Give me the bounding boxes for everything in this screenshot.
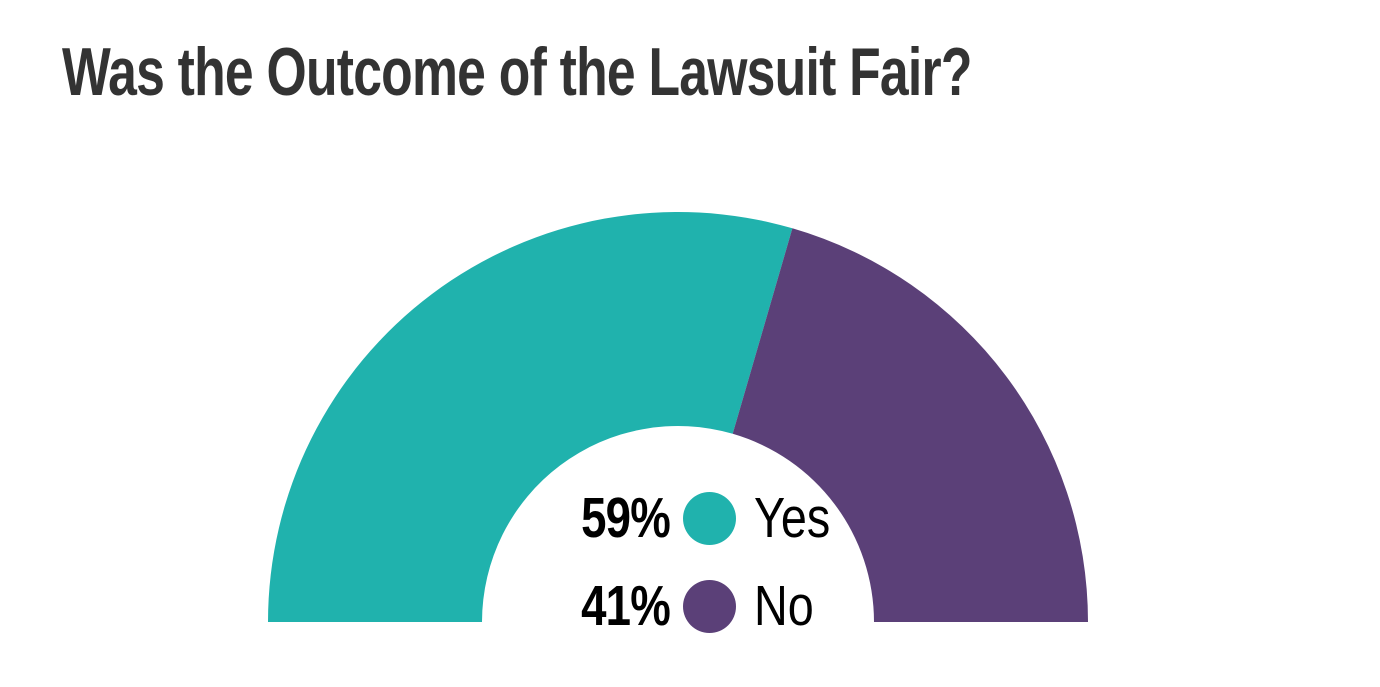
chart-title: Was the Outcome of the Lawsuit Fair? xyxy=(62,34,972,110)
legend-value-yes: 59% xyxy=(581,486,671,550)
donut-segment-yes xyxy=(268,212,793,623)
legend-label-no: No xyxy=(754,574,814,638)
legend-dot-no-icon xyxy=(683,580,736,633)
legend-row-yes: 59% Yes xyxy=(558,490,847,547)
legend-row-no: 41% No xyxy=(558,578,847,635)
legend-label-yes: Yes xyxy=(754,486,831,550)
chart-legend: 59% Yes 41% No xyxy=(558,490,847,635)
donut-segment-no xyxy=(732,228,1088,623)
legend-dot-yes-icon xyxy=(683,492,736,545)
legend-value-no: 41% xyxy=(581,574,671,638)
